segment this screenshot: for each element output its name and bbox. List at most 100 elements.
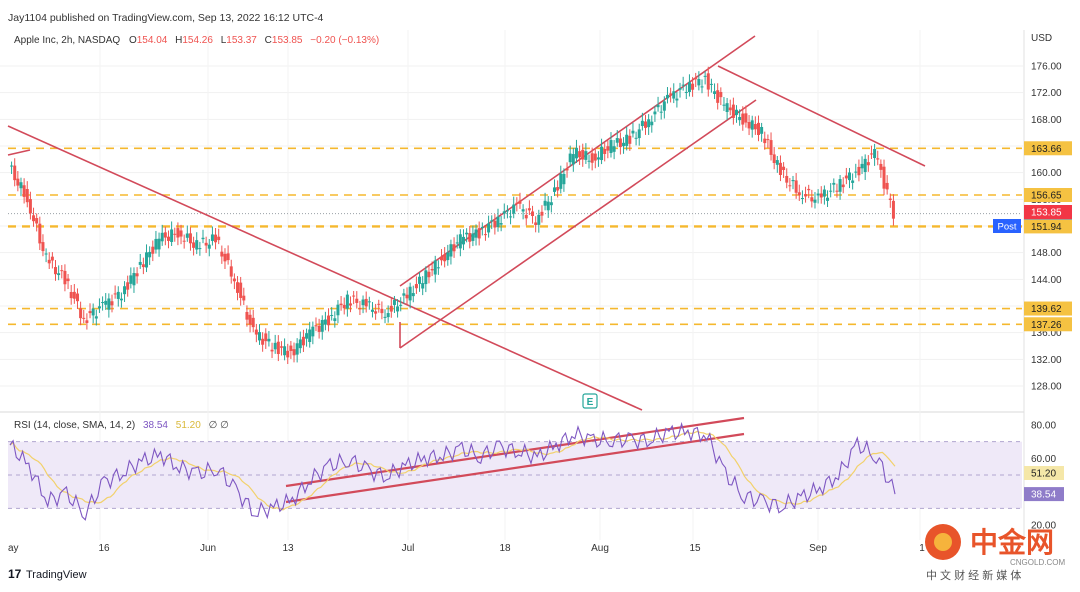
candle [819, 186, 823, 204]
candle [672, 83, 676, 104]
candle [85, 313, 89, 330]
candle [524, 208, 528, 226]
candle [540, 205, 544, 223]
candle [383, 309, 387, 324]
watermark-subtitle: 中 文 财 经 新 媒 体 [926, 568, 1021, 582]
candle [549, 196, 553, 213]
candle [220, 245, 224, 264]
candle [521, 204, 525, 220]
rsi-tick-label: 20.00 [1031, 521, 1056, 532]
candle [477, 221, 481, 246]
candle [756, 115, 760, 142]
candle [612, 140, 616, 160]
price-badge: 163.66 [1024, 141, 1072, 156]
time-tick-label: ay [8, 543, 19, 554]
candle [57, 265, 61, 281]
candle [261, 332, 265, 352]
candle [568, 145, 572, 167]
candle [703, 71, 707, 85]
rsi-badge: 51.20 [1024, 466, 1064, 480]
candle [424, 266, 428, 293]
rsi-badge-label: 51.20 [1031, 469, 1056, 480]
rsi-line [9, 421, 896, 521]
candle [421, 276, 425, 296]
candle [50, 252, 54, 269]
candle [716, 83, 720, 110]
rsi-badge: 38.54 [1024, 487, 1064, 502]
earnings-letter: E [587, 397, 594, 408]
rsi-legend-value: 38.54 [143, 420, 168, 431]
candle [562, 168, 566, 192]
candle [10, 161, 14, 174]
cngold-watermark: 中金网 CNGOLD.COM 中 文 财 经 新 媒 体 [925, 524, 1065, 582]
tradingview-logo: 17 TradingView [8, 567, 87, 581]
candle [622, 137, 626, 154]
candle [738, 109, 742, 126]
candle [97, 298, 101, 313]
candle [163, 226, 167, 246]
candle [75, 288, 79, 310]
candle [207, 238, 211, 257]
candle [581, 143, 585, 167]
candle [116, 286, 120, 307]
candle [239, 276, 243, 306]
candle [204, 236, 208, 253]
price-badge: 139.62 [1024, 301, 1072, 316]
candle [414, 276, 418, 294]
earnings-marker[interactable]: E [582, 393, 598, 409]
candle [496, 208, 500, 232]
candle [201, 229, 205, 244]
candle [214, 228, 218, 250]
close-label: C [265, 35, 272, 46]
candle [210, 226, 214, 246]
high-value: 154.26 [182, 35, 213, 46]
price-tick-label: 176.00 [1031, 62, 1062, 73]
candle [600, 138, 604, 165]
candle [166, 230, 170, 249]
candle [684, 84, 688, 100]
candle [35, 213, 39, 232]
candle [782, 162, 786, 178]
candle [446, 244, 450, 266]
candle [709, 78, 713, 93]
price-series [10, 66, 895, 365]
price-badge-label: 139.62 [1031, 304, 1062, 315]
candle [226, 245, 230, 265]
low-value: 153.37 [226, 35, 257, 46]
candle [336, 300, 340, 324]
candle [879, 159, 883, 178]
candle [731, 97, 735, 125]
candle [148, 246, 152, 265]
candle [493, 214, 497, 235]
candle [367, 296, 371, 310]
candle [546, 196, 550, 218]
candle [587, 154, 591, 169]
candle [838, 175, 842, 200]
candle [531, 205, 535, 224]
rsi-legend-label: RSI (14, close, SMA, 14, 2) [14, 420, 135, 431]
candle [687, 74, 691, 97]
candle [292, 342, 296, 363]
candle [719, 87, 723, 106]
candle [113, 285, 117, 299]
candle [101, 296, 105, 311]
candle [543, 192, 547, 211]
candle [427, 264, 431, 284]
candle [418, 272, 422, 292]
candle [305, 328, 309, 347]
candle [185, 225, 189, 242]
candle [433, 255, 437, 283]
candle [63, 264, 67, 292]
candle [104, 293, 108, 310]
candle [888, 193, 892, 208]
candle [713, 83, 717, 100]
time-tick-label: 1 [919, 543, 925, 554]
candle [609, 132, 613, 158]
candle [706, 66, 710, 97]
open-value: 154.04 [137, 35, 168, 46]
price-badge-label: 137.26 [1031, 320, 1062, 331]
candle [198, 241, 202, 256]
rsi-series [9, 421, 896, 521]
candle [333, 311, 337, 328]
